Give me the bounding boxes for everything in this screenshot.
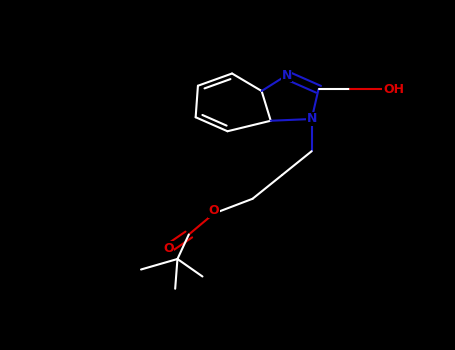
Text: O: O <box>208 204 219 217</box>
Text: N: N <box>282 69 292 82</box>
Text: OH: OH <box>383 83 404 96</box>
Text: N: N <box>307 112 317 126</box>
Text: O: O <box>163 242 174 255</box>
